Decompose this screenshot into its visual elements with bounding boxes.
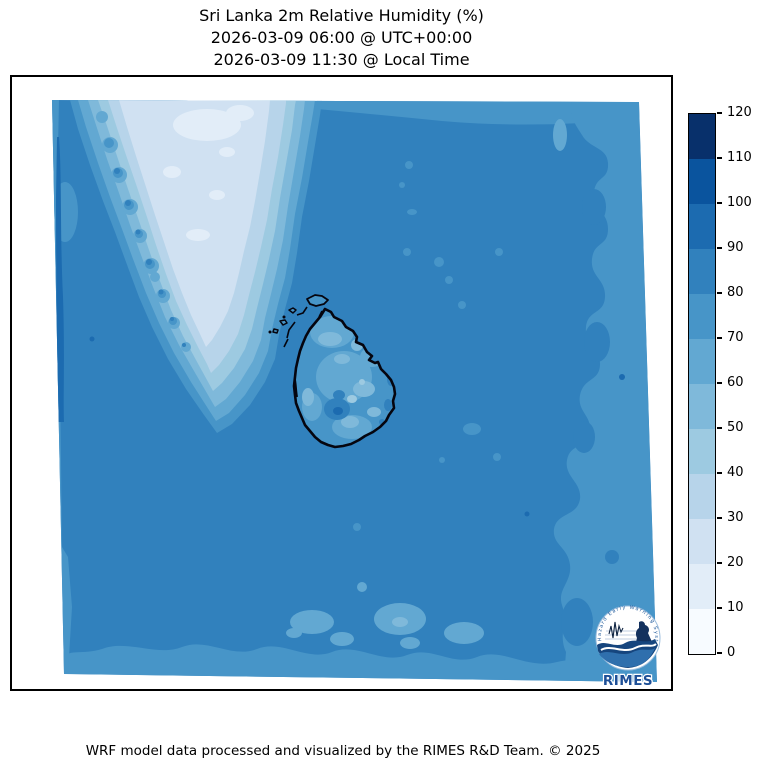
colorbar-tick-label: 100 — [727, 195, 752, 210]
footer-credit: WRF model data processed and visualized … — [85, 743, 601, 759]
colorbar-tick-label: 10 — [727, 600, 744, 615]
logo-artwork — [597, 621, 658, 668]
india-driest-patches — [163, 105, 254, 241]
colorbar-tick-mark — [717, 562, 722, 564]
left-edge-patch — [52, 182, 78, 242]
jaffna-islands — [268, 294, 329, 398]
colorbar-segment — [689, 384, 715, 429]
colorbar-segment — [689, 159, 715, 204]
colorbar-segment — [689, 429, 715, 474]
colorbar-segment — [689, 249, 715, 294]
colorbar-tick-label: 80 — [727, 285, 744, 300]
chart-subtitle-utc: 2026-03-09 06:00 @ UTC+00:00 — [210, 28, 473, 47]
seismograph-icon — [608, 621, 624, 639]
colorbar-tick-label: 90 — [727, 240, 744, 255]
chart-subtitle-local: 2026-03-09 11:30 @ Local Time — [213, 50, 470, 69]
chart-title: Sri Lanka 2m Relative Humidity (%) — [199, 6, 484, 25]
colorbar-tick-mark — [717, 202, 722, 204]
logo-wave-mid — [599, 648, 655, 667]
map-axes — [10, 75, 673, 691]
colorbar-tick-mark — [717, 382, 722, 384]
colorbar-tick-label: 120 — [727, 105, 752, 120]
colorbar — [688, 113, 716, 655]
colorbar-segment — [689, 204, 715, 249]
colorbar-tick-mark — [717, 517, 722, 519]
colorbar-tick-mark — [717, 472, 722, 474]
colorbar-tick-mark — [717, 247, 722, 249]
right-band-dark-blobs — [561, 189, 634, 646]
colorbar-ticks: 0 10 20 30 40 50 60 70 80 90 100 110 120 — [716, 105, 760, 660]
colorbar-segments — [689, 114, 715, 654]
colorbar-segment — [689, 294, 715, 339]
colorbar-segment — [689, 474, 715, 519]
bottom-band-light-blobs — [286, 582, 484, 649]
colorbar-segment — [689, 339, 715, 384]
colorbar-tick-label: 110 — [727, 150, 752, 165]
logo-wordmark: RIMES — [603, 673, 653, 689]
logo-wave-gap — [600, 643, 657, 651]
colorbar-tick-mark — [717, 652, 722, 654]
left-dark-strip — [56, 137, 64, 422]
colorbar-tick-label: 20 — [727, 555, 744, 570]
colorbar-tick-mark — [717, 112, 722, 114]
colorbar-tick-mark — [717, 607, 722, 609]
colorbar-segment — [689, 114, 715, 159]
top-edge-band — [317, 100, 639, 125]
colorbar-tick-mark — [717, 427, 722, 429]
colorbar-segment — [689, 564, 715, 609]
right-band-light-blob — [553, 119, 567, 151]
colorbar-tick-mark — [717, 157, 722, 159]
western-ghats-wet-spots — [96, 111, 191, 352]
map-canvas — [52, 100, 657, 682]
title-block: Sri Lanka 2m Relative Humidity (%) 2026-… — [10, 5, 673, 71]
india-land-layer — [70, 100, 322, 433]
colorbar-tick-label: 0 — [727, 645, 736, 660]
ocean-speckles — [89, 161, 530, 531]
colorbar-segment — [689, 519, 715, 564]
rimes-logo: Hazard Early Warning System RIMES — [592, 601, 661, 690]
colorbar-tick-label: 30 — [727, 510, 744, 525]
right-edge-band — [553, 102, 657, 682]
colorbar-tick-label: 50 — [727, 420, 744, 435]
colorbar-tick-mark — [717, 337, 722, 339]
colorbar-tick-label: 60 — [727, 375, 744, 390]
colorbar-tick-label: 40 — [727, 465, 744, 480]
colorbar-segment — [689, 609, 715, 654]
colorbar-tick-mark — [717, 292, 722, 294]
colorbar-tick-label: 70 — [727, 330, 744, 345]
bottom-edge-band — [64, 644, 657, 682]
